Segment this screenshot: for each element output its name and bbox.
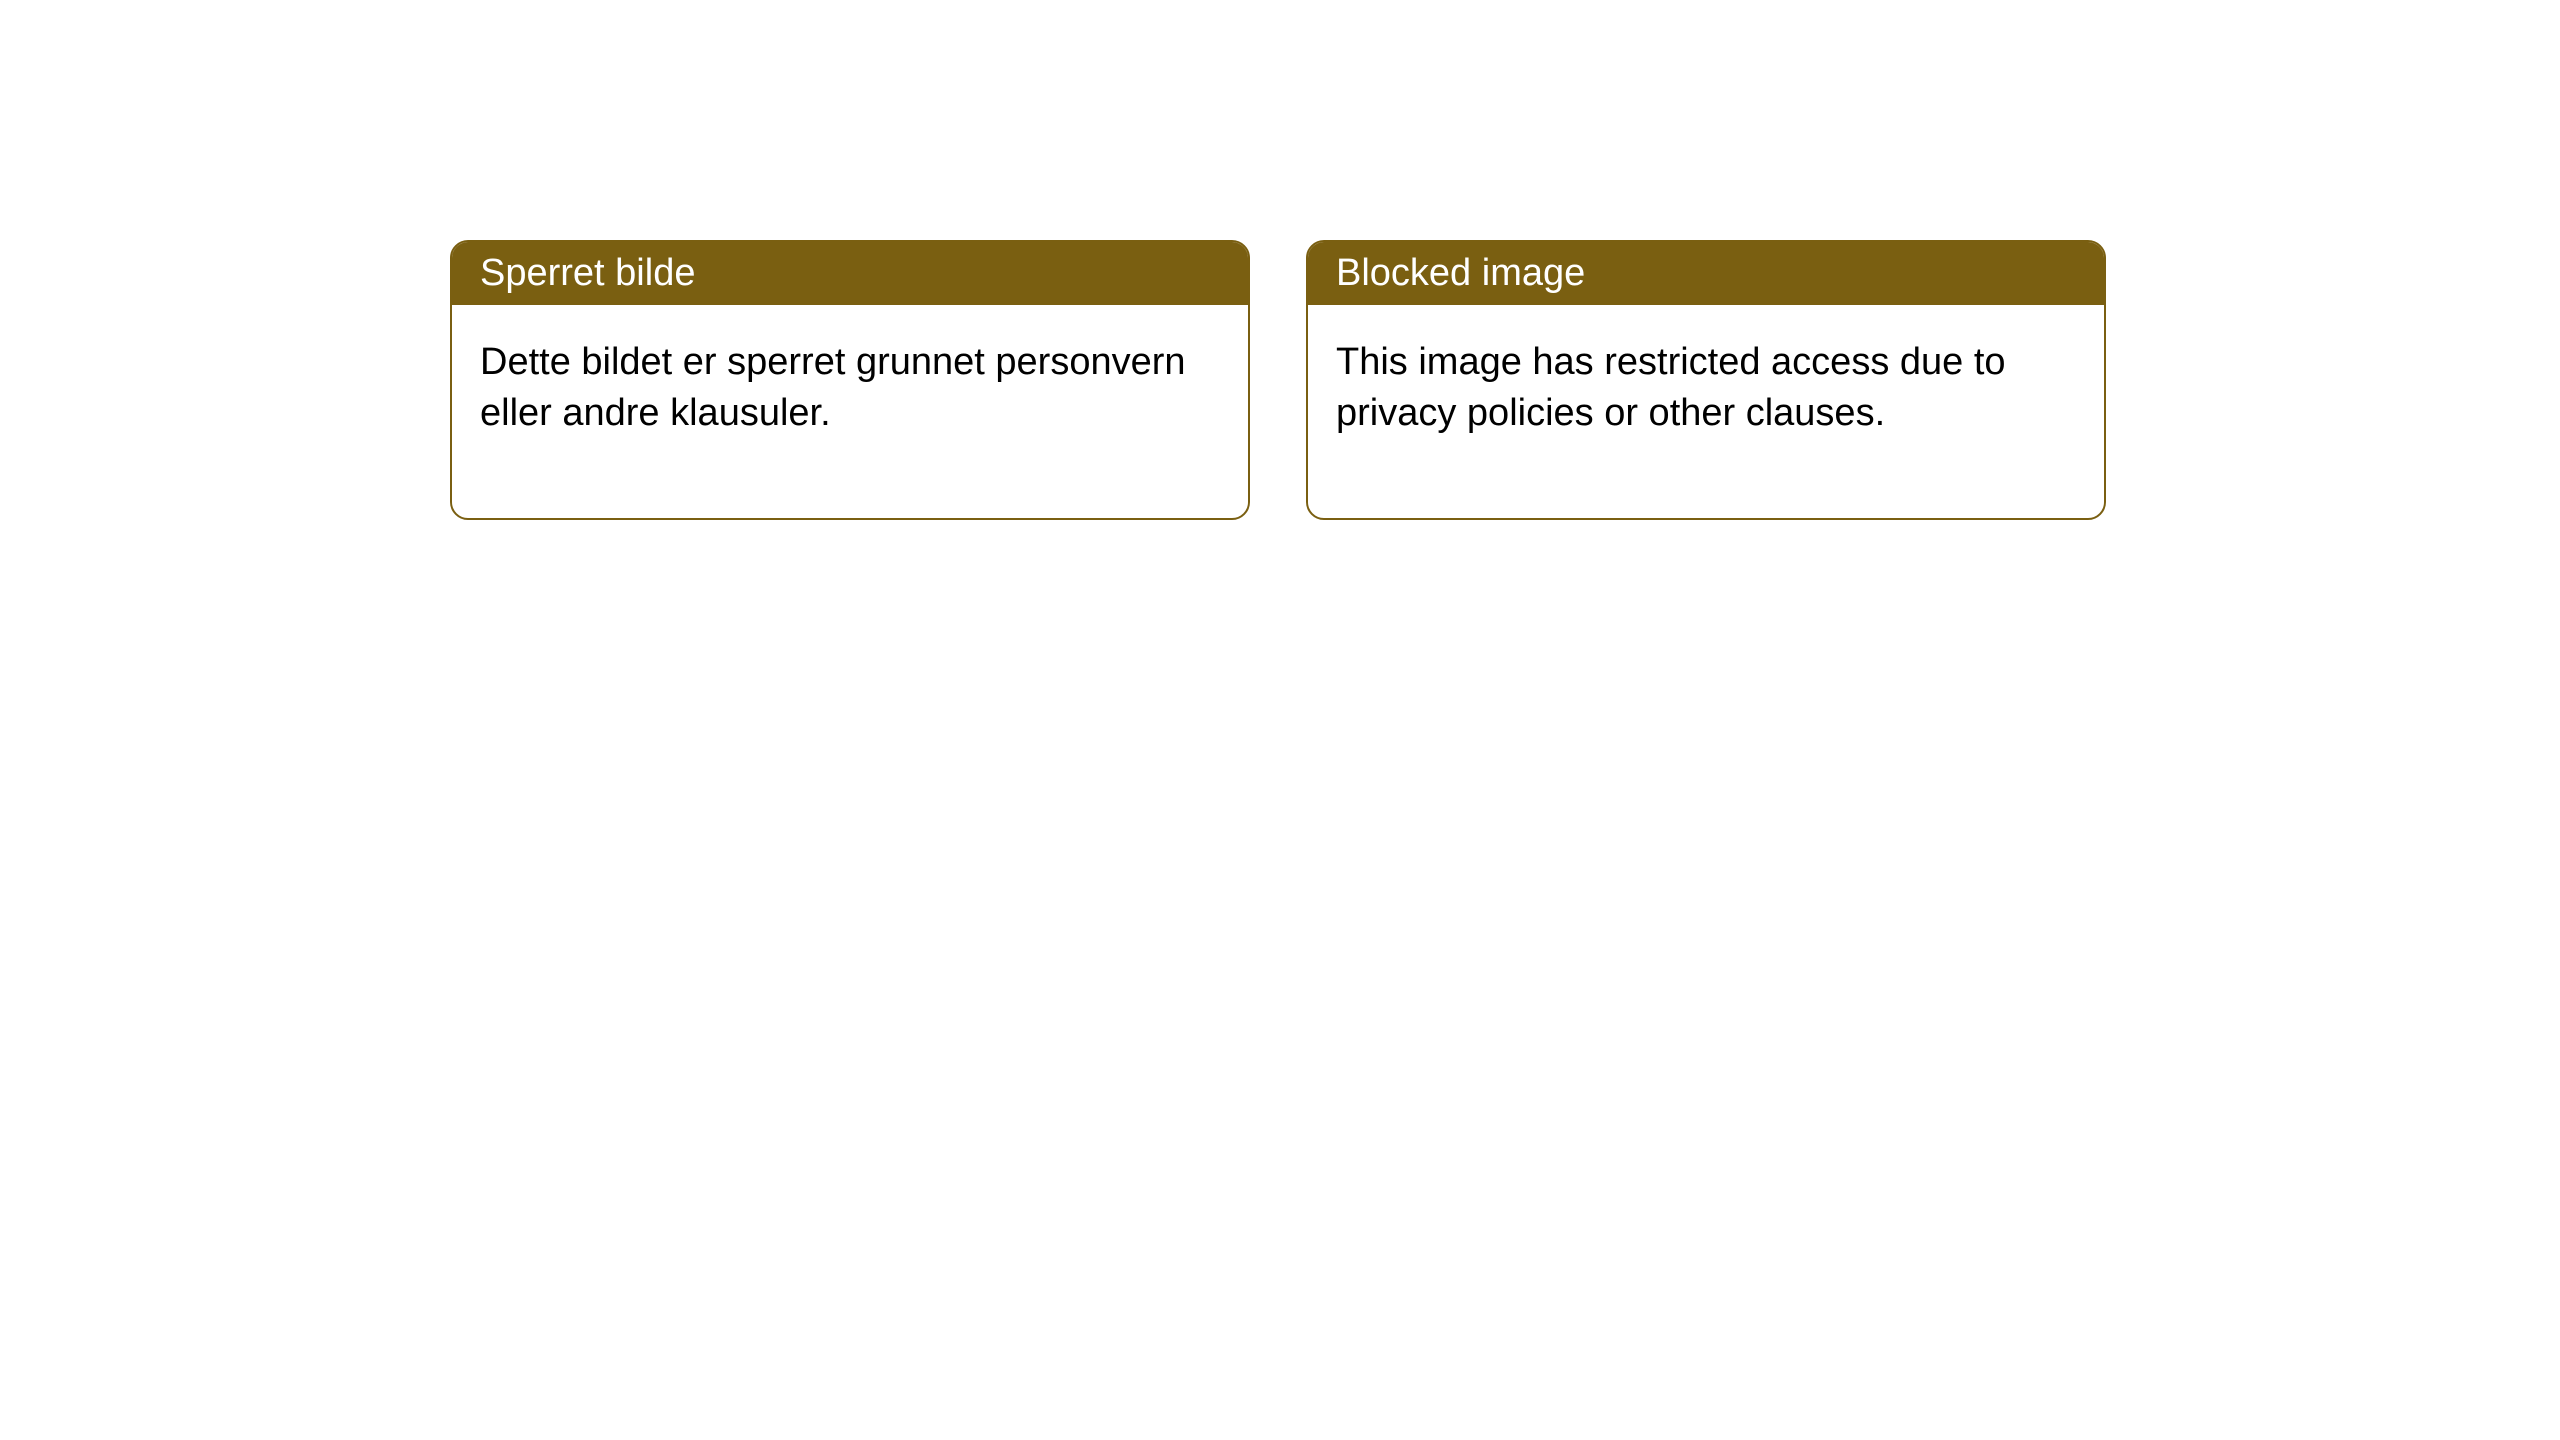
notice-cards-container: Sperret bilde Dette bildet er sperret gr… bbox=[450, 240, 2106, 520]
card-title: Sperret bilde bbox=[452, 242, 1248, 305]
notice-card-english: Blocked image This image has restricted … bbox=[1306, 240, 2106, 520]
card-body: Dette bildet er sperret grunnet personve… bbox=[452, 305, 1248, 518]
card-title: Blocked image bbox=[1308, 242, 2104, 305]
notice-card-norwegian: Sperret bilde Dette bildet er sperret gr… bbox=[450, 240, 1250, 520]
card-body: This image has restricted access due to … bbox=[1308, 305, 2104, 518]
